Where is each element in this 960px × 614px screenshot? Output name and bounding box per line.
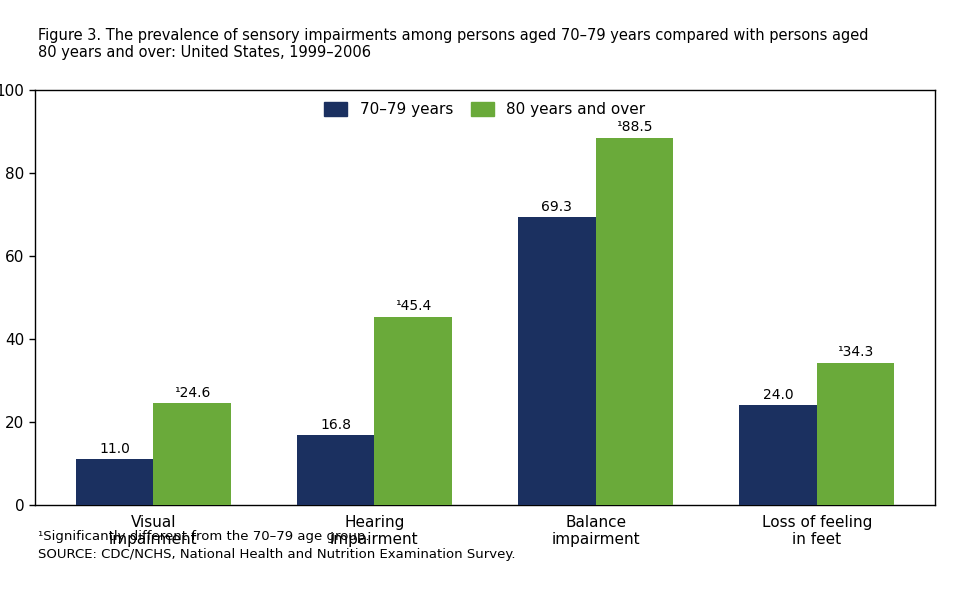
Text: ¹34.3: ¹34.3 — [837, 345, 874, 359]
Text: ¹24.6: ¹24.6 — [174, 386, 210, 400]
Text: SOURCE: CDC/NCHS, National Health and Nutrition Examination Survey.: SOURCE: CDC/NCHS, National Health and Nu… — [38, 548, 516, 561]
Text: 69.3: 69.3 — [541, 200, 572, 214]
Bar — [374, 317, 452, 505]
Text: Figure 3. The prevalence of sensory impairments among persons aged 70–79 years c: Figure 3. The prevalence of sensory impa… — [38, 28, 869, 60]
Bar — [154, 403, 230, 505]
Bar — [595, 138, 673, 505]
Text: 11.0: 11.0 — [99, 442, 130, 456]
Bar — [297, 435, 374, 505]
Text: ¹Significantly different from the 70–79 age group.: ¹Significantly different from the 70–79 … — [38, 530, 370, 543]
Bar — [76, 459, 154, 505]
Text: 24.0: 24.0 — [762, 388, 793, 402]
Text: 16.8: 16.8 — [321, 418, 351, 432]
Text: ¹88.5: ¹88.5 — [616, 120, 653, 134]
Bar — [518, 217, 595, 505]
Text: ¹45.4: ¹45.4 — [395, 299, 431, 313]
Legend: 70–79 years, 80 years and over: 70–79 years, 80 years and over — [320, 98, 650, 122]
Bar — [817, 363, 894, 505]
Bar — [739, 405, 817, 505]
